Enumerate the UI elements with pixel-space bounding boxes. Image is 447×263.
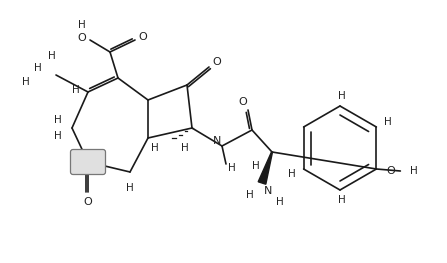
- Text: H: H: [34, 63, 42, 73]
- Text: H: H: [54, 115, 62, 125]
- Text: O: O: [84, 197, 93, 207]
- Text: H: H: [126, 183, 134, 193]
- Text: H: H: [252, 161, 260, 171]
- Text: O: O: [139, 32, 148, 42]
- Text: H: H: [48, 51, 56, 61]
- Text: H: H: [246, 190, 254, 200]
- Text: H: H: [228, 163, 236, 173]
- Text: O: O: [78, 33, 86, 43]
- Text: H: H: [151, 143, 159, 153]
- Text: H: H: [410, 166, 418, 176]
- Text: Abs: Abs: [80, 158, 96, 166]
- Text: H: H: [384, 117, 392, 127]
- Text: H: H: [338, 195, 346, 205]
- Text: H: H: [276, 197, 284, 207]
- Text: H: H: [288, 169, 295, 179]
- Text: O: O: [239, 97, 247, 107]
- Text: N: N: [264, 186, 272, 196]
- Text: H: H: [78, 20, 86, 30]
- Text: N: N: [213, 136, 221, 146]
- Text: H: H: [72, 85, 80, 95]
- Text: H: H: [22, 77, 30, 87]
- Text: H: H: [181, 143, 189, 153]
- Text: O: O: [213, 57, 221, 67]
- Polygon shape: [258, 152, 273, 184]
- Text: O: O: [386, 166, 395, 176]
- FancyBboxPatch shape: [71, 149, 105, 174]
- Text: H: H: [54, 131, 62, 141]
- Text: H: H: [338, 91, 346, 101]
